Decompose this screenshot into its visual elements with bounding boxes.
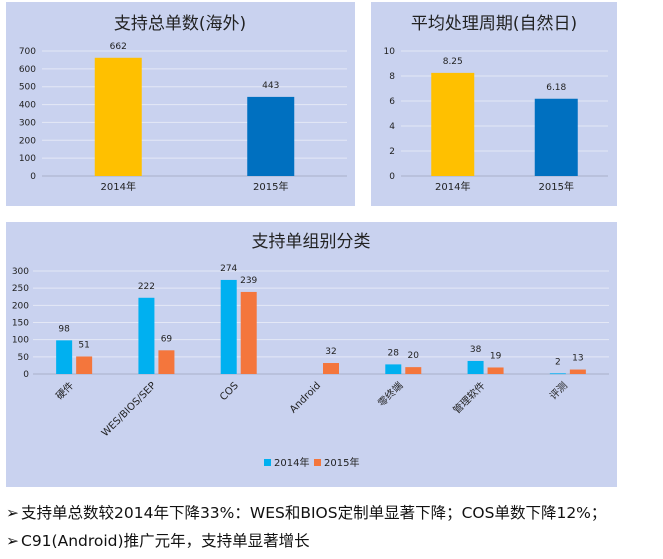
bar bbox=[534, 98, 578, 176]
y-tick-label: 0 bbox=[30, 172, 36, 182]
x-tick-label: 评测 bbox=[547, 379, 570, 402]
bar bbox=[56, 340, 73, 374]
bar bbox=[569, 369, 586, 374]
chart-group-classification: 支持单组别分类 0 50 100 150 200 250 300 98 51 硬件 222 69 WES/… bbox=[12, 232, 609, 469]
summary-note-1: ➢ 支持单总数较2014年下降33%：WES和BIOS定制单显著下降；COS单数下… bbox=[6, 499, 661, 527]
data-label: 443 bbox=[262, 81, 279, 91]
y-tick-label: 0 bbox=[23, 370, 29, 380]
y-tick-label: 4 bbox=[389, 122, 395, 132]
legend-label: 2014年 bbox=[274, 456, 309, 469]
chart-panel-total-tickets: 支持总单数(海外) 0 100 200 300 400 500 600 700 662 2014年 4… bbox=[6, 2, 355, 206]
data-label: 20 bbox=[408, 351, 420, 361]
data-label: 28 bbox=[388, 348, 400, 358]
x-tick-label: 2014年 bbox=[101, 180, 136, 193]
bar bbox=[158, 350, 175, 374]
chart-title: 平均处理周期(自然日) bbox=[411, 14, 577, 34]
chart-panel-avg-cycle: 平均处理周期(自然日) 0 2 4 6 8 10 8.25 2014年 6.18 2015年 bbox=[371, 2, 617, 206]
x-tick-label: 管理软件 bbox=[450, 379, 487, 416]
bar bbox=[323, 363, 339, 374]
y-tick-label: 600 bbox=[19, 65, 36, 75]
data-label: 19 bbox=[490, 351, 502, 361]
bar bbox=[467, 360, 484, 374]
summary-note-2: ➢ C91(Android)推广元年，支持单显著增长 bbox=[6, 527, 661, 555]
y-tick-label: 6 bbox=[389, 97, 395, 107]
y-tick-label: 200 bbox=[19, 136, 36, 146]
data-label: 2 bbox=[555, 357, 561, 367]
bar bbox=[138, 297, 155, 374]
summary-note-text: C91(Android)推广元年，支持单显著增长 bbox=[21, 532, 310, 550]
bar bbox=[385, 364, 402, 374]
data-label: 222 bbox=[138, 282, 155, 292]
x-tick-label: 2014年 bbox=[435, 180, 470, 193]
arrow-bullet-icon: ➢ bbox=[6, 532, 19, 550]
x-tick-label: 零终端 bbox=[375, 379, 405, 409]
y-tick-label: 10 bbox=[384, 47, 396, 57]
data-label: 38 bbox=[470, 345, 482, 355]
chart-title: 支持总单数(海外) bbox=[114, 14, 246, 34]
data-label: 51 bbox=[78, 340, 89, 350]
legend-swatch bbox=[264, 459, 271, 466]
bar bbox=[240, 291, 257, 374]
y-tick-label: 100 bbox=[19, 154, 36, 164]
x-tick-label: 硬件 bbox=[54, 380, 77, 403]
x-tick-label: WES/BIOS/SEP bbox=[100, 380, 159, 439]
arrow-bullet-icon: ➢ bbox=[6, 504, 19, 522]
data-label: 69 bbox=[161, 334, 173, 344]
bar bbox=[487, 367, 504, 374]
x-tick-label: COS bbox=[218, 380, 241, 403]
y-tick-label: 250 bbox=[12, 284, 29, 294]
chart-avg-cycle: 平均处理周期(自然日) 0 2 4 6 8 10 8.25 2014年 6.18 2015年 bbox=[384, 14, 608, 193]
y-tick-label: 50 bbox=[18, 353, 30, 363]
data-label: 274 bbox=[220, 264, 237, 274]
y-tick-label: 300 bbox=[12, 267, 29, 277]
legend-label: 2015年 bbox=[324, 456, 359, 469]
bar bbox=[247, 96, 295, 176]
data-label: 32 bbox=[325, 347, 336, 357]
y-tick-label: 150 bbox=[12, 319, 29, 329]
bar bbox=[220, 279, 237, 374]
x-tick-label: 2015年 bbox=[539, 180, 574, 193]
y-tick-label: 400 bbox=[19, 101, 36, 111]
data-label: 98 bbox=[58, 324, 70, 334]
chart-panel-group-classification: 支持单组别分类 0 50 100 150 200 250 300 98 51 硬件 222 69 WES/… bbox=[6, 222, 617, 487]
y-tick-label: 8 bbox=[389, 72, 395, 82]
y-tick-label: 2 bbox=[389, 147, 395, 157]
data-label: 8.25 bbox=[443, 57, 463, 67]
data-label: 6.18 bbox=[546, 83, 566, 93]
y-tick-label: 0 bbox=[389, 172, 395, 182]
bar bbox=[431, 72, 475, 176]
chart-title: 支持单组别分类 bbox=[252, 232, 371, 252]
y-tick-label: 500 bbox=[19, 83, 36, 93]
data-label: 239 bbox=[240, 276, 257, 286]
y-tick-label: 700 bbox=[19, 47, 36, 57]
bar bbox=[549, 373, 566, 375]
legend-swatch bbox=[314, 459, 321, 466]
y-tick-label: 100 bbox=[12, 336, 29, 346]
bar bbox=[405, 367, 422, 374]
chart-total-tickets: 支持总单数(海外) 0 100 200 300 400 500 600 700 662 2014年 4… bbox=[19, 14, 347, 193]
y-tick-label: 300 bbox=[19, 118, 36, 128]
y-tick-label: 200 bbox=[12, 301, 29, 311]
x-tick-label: 2015年 bbox=[253, 180, 288, 193]
summary-note-text: 支持单总数较2014年下降33%：WES和BIOS定制单显著下降；COS单数下降… bbox=[21, 504, 607, 522]
data-label: 662 bbox=[110, 42, 127, 52]
bar bbox=[76, 356, 93, 374]
data-label: 13 bbox=[572, 354, 583, 364]
summary-notes: ➢ 支持单总数较2014年下降33%：WES和BIOS定制单显著下降；COS单数下… bbox=[6, 499, 661, 555]
x-tick-label: Android bbox=[288, 380, 323, 415]
bar bbox=[94, 57, 142, 176]
